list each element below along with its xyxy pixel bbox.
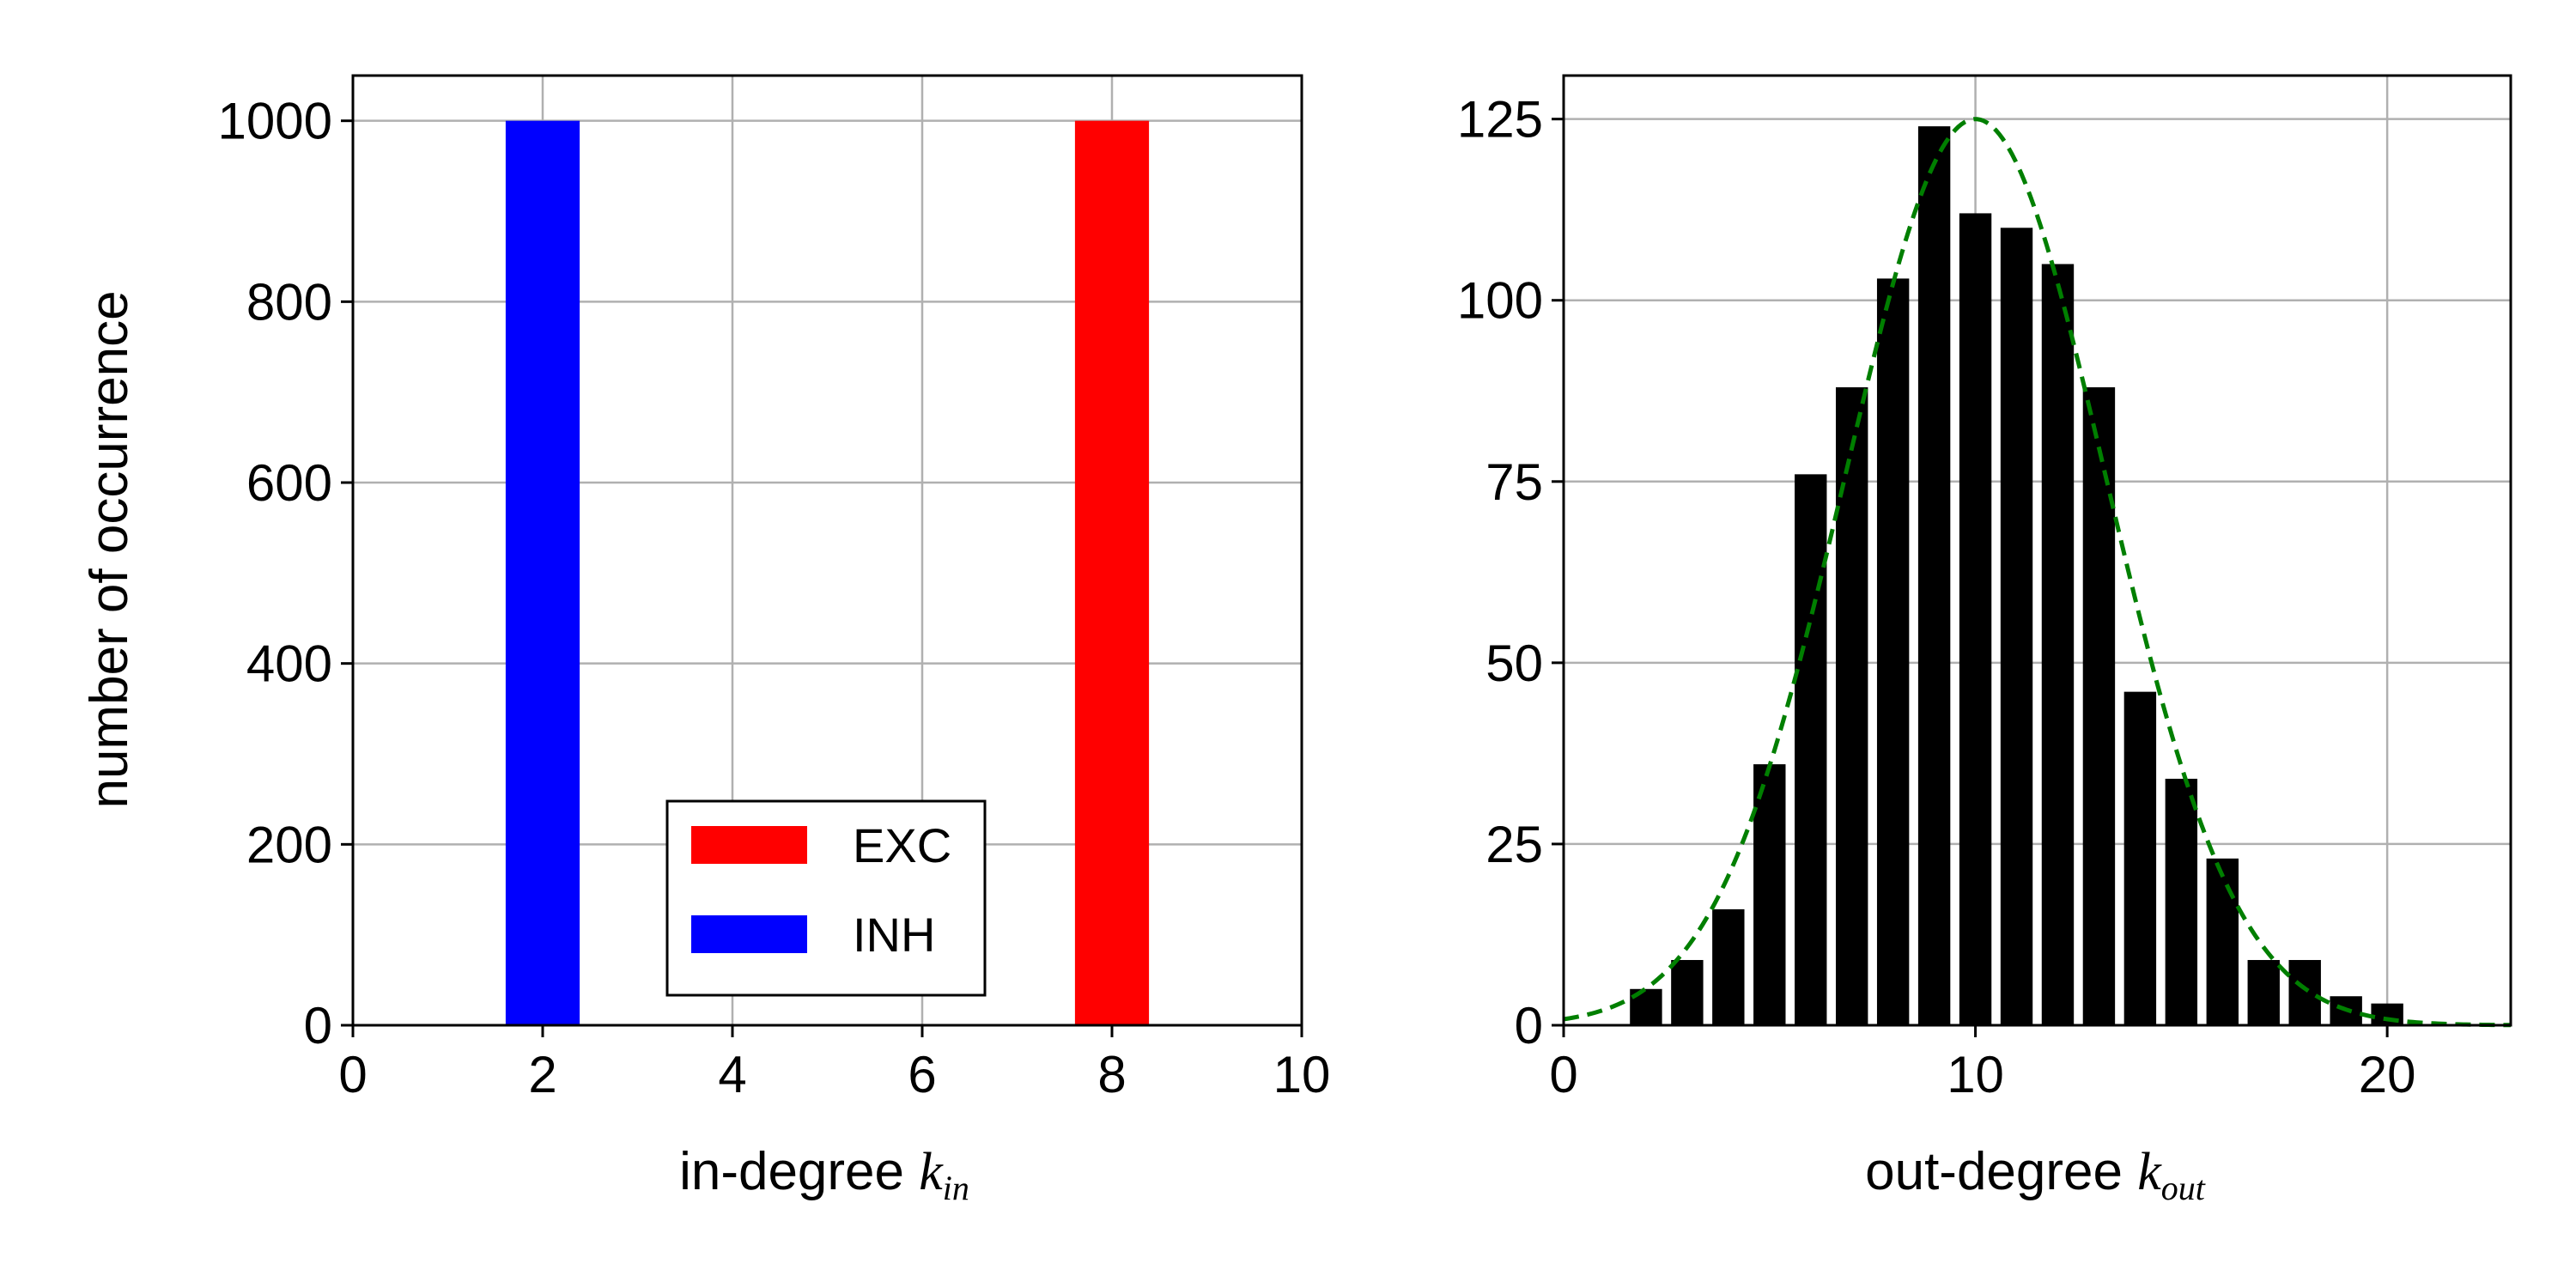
y-ticks: 0 200 400 600 800 1000 <box>218 93 353 1054</box>
y-tick-label: 75 <box>1485 453 1543 511</box>
x-axis-label: in-degree kin <box>679 1142 969 1207</box>
bar <box>1712 908 1745 1025</box>
bar <box>1876 278 1910 1025</box>
x-tick-label: 10 <box>1273 1046 1331 1103</box>
x-tick-label: 6 <box>908 1046 936 1103</box>
bar <box>1835 387 1868 1025</box>
bar <box>2000 228 2033 1025</box>
x-tick-label: 0 <box>338 1046 367 1103</box>
fit-curve-layer <box>1563 117 2512 1028</box>
x-tick-label: 4 <box>718 1046 746 1103</box>
legend: EXC INH <box>665 799 987 997</box>
bar <box>1671 960 1704 1025</box>
legend-label-exc: EXC <box>853 818 951 872</box>
y-tick-label: 0 <box>304 997 332 1054</box>
y-axis-label: number of occurrence <box>80 290 139 808</box>
x-tick-label: 10 <box>1947 1046 2004 1103</box>
y-tick-label: 50 <box>1485 635 1543 692</box>
legend-swatch-inh <box>691 915 807 953</box>
legend-label-inh: INH <box>853 908 935 962</box>
bar <box>2165 778 2198 1025</box>
axes-frame <box>351 74 1303 1027</box>
x-axis-label-text: in-degree <box>679 1142 904 1201</box>
y-tick-label: 25 <box>1485 816 1543 873</box>
x-tick-label: 0 <box>1549 1046 1577 1103</box>
y-tick-label: 1000 <box>218 93 332 150</box>
x-axis-label-sub: out <box>2161 1169 2206 1207</box>
bar <box>2123 691 2157 1025</box>
bar <box>1917 126 1951 1025</box>
x-axis-label-sub: in <box>943 1169 969 1207</box>
axes-frame <box>1562 74 2512 1027</box>
bar <box>2247 960 2280 1025</box>
bar <box>2082 387 2116 1025</box>
x-axis-label-var: k <box>2137 1143 2162 1201</box>
bar <box>2206 858 2239 1025</box>
y-tick-label: 100 <box>1457 272 1543 330</box>
bar <box>1753 764 1786 1025</box>
fit-curve <box>1563 117 2512 1028</box>
y-tick-label: 400 <box>246 635 332 693</box>
plot-frame <box>351 74 1303 1027</box>
bar-inh <box>505 120 580 1026</box>
bar <box>1959 213 1992 1025</box>
x-ticks: 0 10 20 <box>1549 1025 2416 1103</box>
out-degree-panel: 0 10 20 0 25 50 75 100 125 out-degree kout <box>1457 74 2512 1207</box>
x-tick-label: 2 <box>528 1046 556 1103</box>
y-ticks: 0 25 50 75 100 125 <box>1457 91 1564 1054</box>
bar <box>1795 474 1827 1025</box>
bar-exc <box>1074 120 1150 1026</box>
y-tick-label: 600 <box>246 454 332 512</box>
y-tick-label: 125 <box>1457 91 1543 149</box>
x-axis-label: out-degree kout <box>1865 1142 2206 1207</box>
x-axis-label-var: k <box>919 1143 944 1201</box>
plot-frame <box>1562 74 2512 1027</box>
bars <box>1630 126 2403 1025</box>
legend-swatch-exc <box>691 826 807 864</box>
x-axis-label-text: out-degree <box>1865 1142 2123 1201</box>
bar <box>2041 264 2075 1025</box>
x-tick-label: 20 <box>2359 1046 2416 1103</box>
bars <box>505 120 1150 1026</box>
x-ticks: 0 2 4 6 8 10 <box>338 1025 1330 1103</box>
x-tick-label: 8 <box>1097 1046 1126 1103</box>
y-tick-label: 0 <box>1515 997 1543 1054</box>
bar <box>2288 960 2321 1025</box>
y-tick-label: 200 <box>246 816 332 873</box>
y-tick-label: 800 <box>246 273 332 331</box>
